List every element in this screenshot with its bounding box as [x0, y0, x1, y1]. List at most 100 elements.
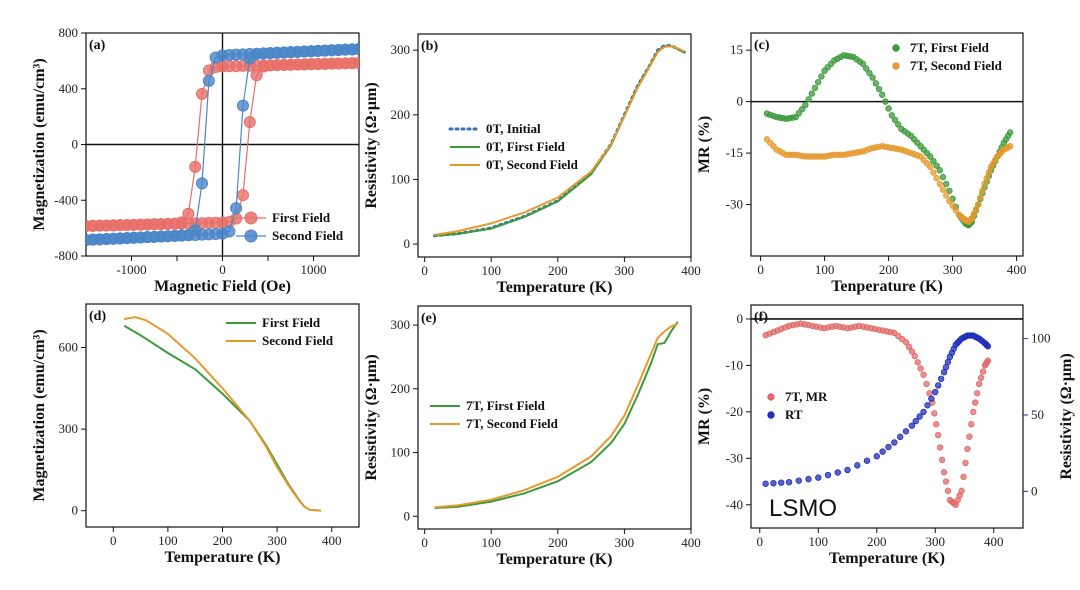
legend-label: 0T, First Field [486, 139, 566, 154]
legend-label: Second Field [262, 333, 334, 348]
legend-marker [244, 229, 258, 243]
data-point-green [879, 91, 886, 98]
data-point-orange [936, 180, 943, 188]
data-point-green [1007, 129, 1014, 136]
data-point-rt_blue [891, 439, 898, 446]
data-point-mr_red [966, 433, 973, 440]
y-tick-label: 800 [59, 25, 79, 40]
series-line-orange [434, 322, 679, 509]
data-point-red [175, 216, 188, 229]
data-point-orange [979, 187, 986, 195]
y-tick-label: 0 [737, 311, 744, 326]
data-point-orange [981, 180, 988, 188]
plot-frame [750, 304, 1024, 529]
data-point-rt_blue [762, 480, 769, 487]
data-point-green [863, 65, 870, 72]
data-point-mr_red [933, 421, 940, 428]
data-point-rt_blue [932, 388, 939, 396]
data-point-blue [236, 99, 249, 112]
y-tick-label: 200 [391, 381, 411, 396]
data-point-red [182, 207, 195, 220]
legend-marker [767, 411, 775, 419]
x-tick-label: 0 [421, 535, 428, 550]
x-tick-label: 300 [615, 263, 635, 278]
panel-label: (f) [754, 310, 768, 325]
data-point-orange [939, 186, 947, 193]
data-point-rt_blue [770, 479, 777, 487]
x-tick-label: 0 [757, 534, 764, 549]
x-tick-label: 100 [481, 535, 501, 550]
data-point-mr_red [984, 357, 992, 364]
y-tick-label: 300 [391, 42, 411, 57]
data-point-mr_red [968, 421, 975, 428]
legend: 0T, Initial 0T, First Field 0T, Second Fie… [448, 121, 579, 172]
panel-d: 0 100 200 300 400 0 300 600 Temperature (K) Magne… [31, 303, 360, 566]
data-point-green [930, 157, 937, 165]
x-axis-label: Temperature (K) [829, 550, 945, 567]
data-point-orange [930, 169, 937, 176]
x-tick-label: 1000 [301, 262, 327, 277]
data-point-rt_blue [908, 422, 916, 429]
data-point-mr_red [931, 410, 938, 417]
data-point-mr_red [958, 487, 965, 495]
plot-frame [417, 33, 692, 258]
y-axis-label: Resistivity (Ω·μm) [363, 354, 380, 480]
data-point-mr_red [979, 368, 987, 375]
x-tick-label: 400 [984, 534, 1004, 549]
legend-label: 7T, Second Field [910, 58, 1003, 73]
data-point-red [243, 116, 256, 129]
plot-area [86, 43, 359, 246]
data-point-rt_blue [854, 462, 861, 469]
y-tick-label: 300 [391, 317, 411, 332]
data-point-mr_red [905, 343, 913, 351]
x-tick-label: 200 [548, 263, 568, 278]
legend-marker [892, 62, 900, 70]
y-tick-label: 600 [59, 340, 79, 355]
data-point-green [882, 98, 889, 105]
x-tick-label: 300 [267, 533, 287, 548]
data-point-orange [985, 169, 993, 176]
x-tick-label: 200 [867, 534, 887, 549]
x-tick-label: 200 [548, 535, 568, 550]
x-tick-label: 400 [1007, 262, 1027, 277]
y-tick-label: 0 [404, 508, 411, 523]
x-tick-label: 300 [615, 535, 635, 550]
data-point-rt_blue [902, 428, 910, 435]
data-point-mr_red [972, 399, 979, 406]
data-point-blue [196, 177, 209, 190]
y-tick-label: -30 [726, 450, 743, 465]
panel-a: -1000 0 1000 -800 -400 0 400 800 Magnetic Field … [31, 25, 360, 295]
data-point-mr_red [938, 456, 946, 464]
legend-label: First Field [272, 210, 331, 225]
data-point-mr_red [942, 478, 950, 485]
data-point-orange [977, 194, 984, 201]
legend-label: 7T, First Field [910, 40, 990, 55]
y-tick-label: -10 [726, 357, 743, 372]
y-tick-label: 100 [391, 171, 411, 186]
y2-tick-label: 100 [1031, 331, 1051, 346]
data-point-green [933, 162, 940, 169]
y-tick-label: -800 [54, 248, 78, 263]
data-point-mr_red [970, 408, 977, 416]
data-point-mr_red [923, 380, 930, 388]
data-point-green [811, 84, 819, 92]
data-point-blue [223, 225, 236, 238]
plot-area [762, 320, 992, 508]
data-point-green [808, 90, 815, 97]
x-tick-label: 100 [815, 262, 835, 277]
y-tick-label: -30 [726, 197, 743, 212]
data-point-mr_red [926, 390, 933, 397]
data-point-rt_blue [934, 382, 942, 389]
panel-label: (e) [421, 311, 437, 326]
data-point-green [869, 74, 876, 81]
panel-c: 0 100 200 300 400 -30 -15 0 15 Tenperature (K) MR … [696, 32, 1027, 295]
panel-label: (c) [754, 38, 770, 53]
legend-label: RT [785, 407, 803, 422]
data-point-blue [353, 43, 359, 56]
x-tick-label: 0 [219, 262, 226, 277]
data-point-orange [975, 201, 982, 208]
legend: First Field Second Field [226, 315, 334, 348]
legend: 7T, First Field 7T, Second Field [892, 40, 1003, 73]
legend-label: Second Field [272, 228, 344, 243]
data-point-green [815, 78, 822, 86]
